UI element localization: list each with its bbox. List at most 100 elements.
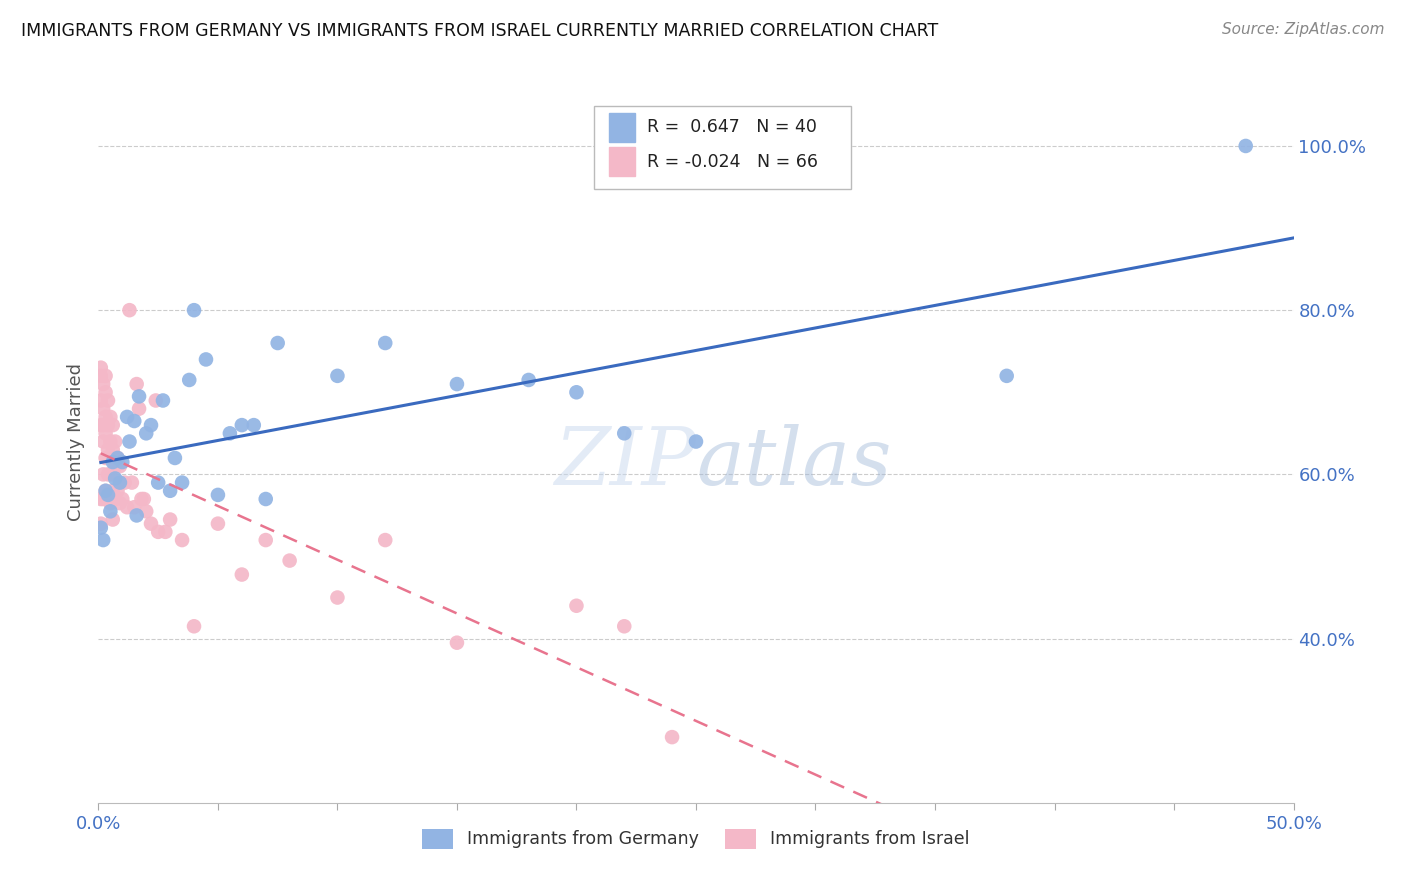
Point <box>90 491 112 506</box>
Point <box>101 512 124 526</box>
Point <box>172 475 194 490</box>
Point <box>159 483 181 498</box>
Point <box>107 450 129 465</box>
Point <box>91 401 114 416</box>
Point <box>565 599 588 613</box>
Point <box>118 303 141 318</box>
Point <box>267 336 290 351</box>
Point <box>108 496 131 510</box>
Point <box>101 418 124 433</box>
Point <box>94 409 117 424</box>
Point <box>207 516 229 531</box>
Point <box>104 459 127 474</box>
Point <box>374 336 396 351</box>
Bar <box>609 147 636 177</box>
Point <box>613 619 636 633</box>
Point <box>231 418 253 433</box>
Text: IMMIGRANTS FROM GERMANY VS IMMIGRANTS FROM ISRAEL CURRENTLY MARRIED CORRELATION : IMMIGRANTS FROM GERMANY VS IMMIGRANTS FR… <box>21 22 938 40</box>
Text: R =  0.647   N = 40: R = 0.647 N = 40 <box>647 119 817 136</box>
Point <box>121 475 143 490</box>
Point <box>446 377 468 392</box>
Point <box>145 393 167 408</box>
Point <box>91 491 114 506</box>
Point <box>125 508 148 523</box>
Point <box>128 389 150 403</box>
FancyBboxPatch shape <box>595 105 852 189</box>
Point <box>278 553 301 567</box>
Point <box>155 524 177 539</box>
Point <box>135 426 157 441</box>
Point <box>219 426 242 441</box>
Point <box>125 377 148 392</box>
Point <box>90 516 112 531</box>
Point <box>254 533 277 547</box>
Text: R = -0.024   N = 66: R = -0.024 N = 66 <box>647 153 818 171</box>
Point <box>374 533 396 547</box>
Point <box>172 533 194 547</box>
Point <box>111 491 134 506</box>
Point <box>90 393 112 408</box>
Point <box>91 533 114 547</box>
Point <box>98 409 122 424</box>
Point <box>108 459 131 474</box>
Point <box>91 467 114 482</box>
Point <box>139 418 162 433</box>
Point <box>94 385 117 400</box>
Point <box>101 483 124 498</box>
Point <box>118 434 141 449</box>
Point <box>108 475 131 490</box>
Point <box>613 426 636 441</box>
Point <box>107 450 129 465</box>
Point <box>159 512 181 526</box>
Point <box>163 450 186 465</box>
Point <box>94 450 117 465</box>
Point <box>98 496 122 510</box>
Point <box>207 488 229 502</box>
Point <box>98 434 122 449</box>
Point <box>446 636 468 650</box>
Point <box>97 418 120 433</box>
Point <box>107 483 129 498</box>
Point <box>97 393 120 408</box>
Point <box>685 434 707 449</box>
Point <box>90 360 112 375</box>
Point <box>111 455 134 469</box>
Point <box>131 491 153 506</box>
Text: ZIP: ZIP <box>554 425 696 502</box>
Point <box>90 521 112 535</box>
Point <box>97 442 120 457</box>
Point <box>183 303 205 318</box>
Point <box>124 500 146 515</box>
Point <box>243 418 266 433</box>
Point <box>94 483 117 498</box>
Point <box>94 426 117 441</box>
Point <box>995 368 1018 383</box>
Legend: Immigrants from Germany, Immigrants from Israel: Immigrants from Germany, Immigrants from… <box>415 822 977 855</box>
Point <box>183 619 205 633</box>
Point <box>231 567 253 582</box>
Point <box>91 418 114 433</box>
Point <box>115 409 138 424</box>
Point <box>104 471 127 485</box>
Point <box>135 504 157 518</box>
Point <box>115 500 138 515</box>
Point <box>195 352 218 367</box>
Point <box>98 467 122 482</box>
Point <box>98 504 122 518</box>
Point <box>326 368 349 383</box>
Point <box>139 516 162 531</box>
Point <box>152 393 174 408</box>
Point <box>114 475 136 490</box>
Point <box>101 455 124 469</box>
Point <box>517 373 540 387</box>
Text: atlas: atlas <box>696 425 891 502</box>
Point <box>661 730 683 744</box>
Point <box>128 401 150 416</box>
Point <box>90 368 112 383</box>
Bar <box>609 112 636 142</box>
Point <box>179 373 201 387</box>
Point <box>97 467 120 482</box>
Point <box>104 434 127 449</box>
Point <box>254 491 277 506</box>
Point <box>91 434 114 449</box>
